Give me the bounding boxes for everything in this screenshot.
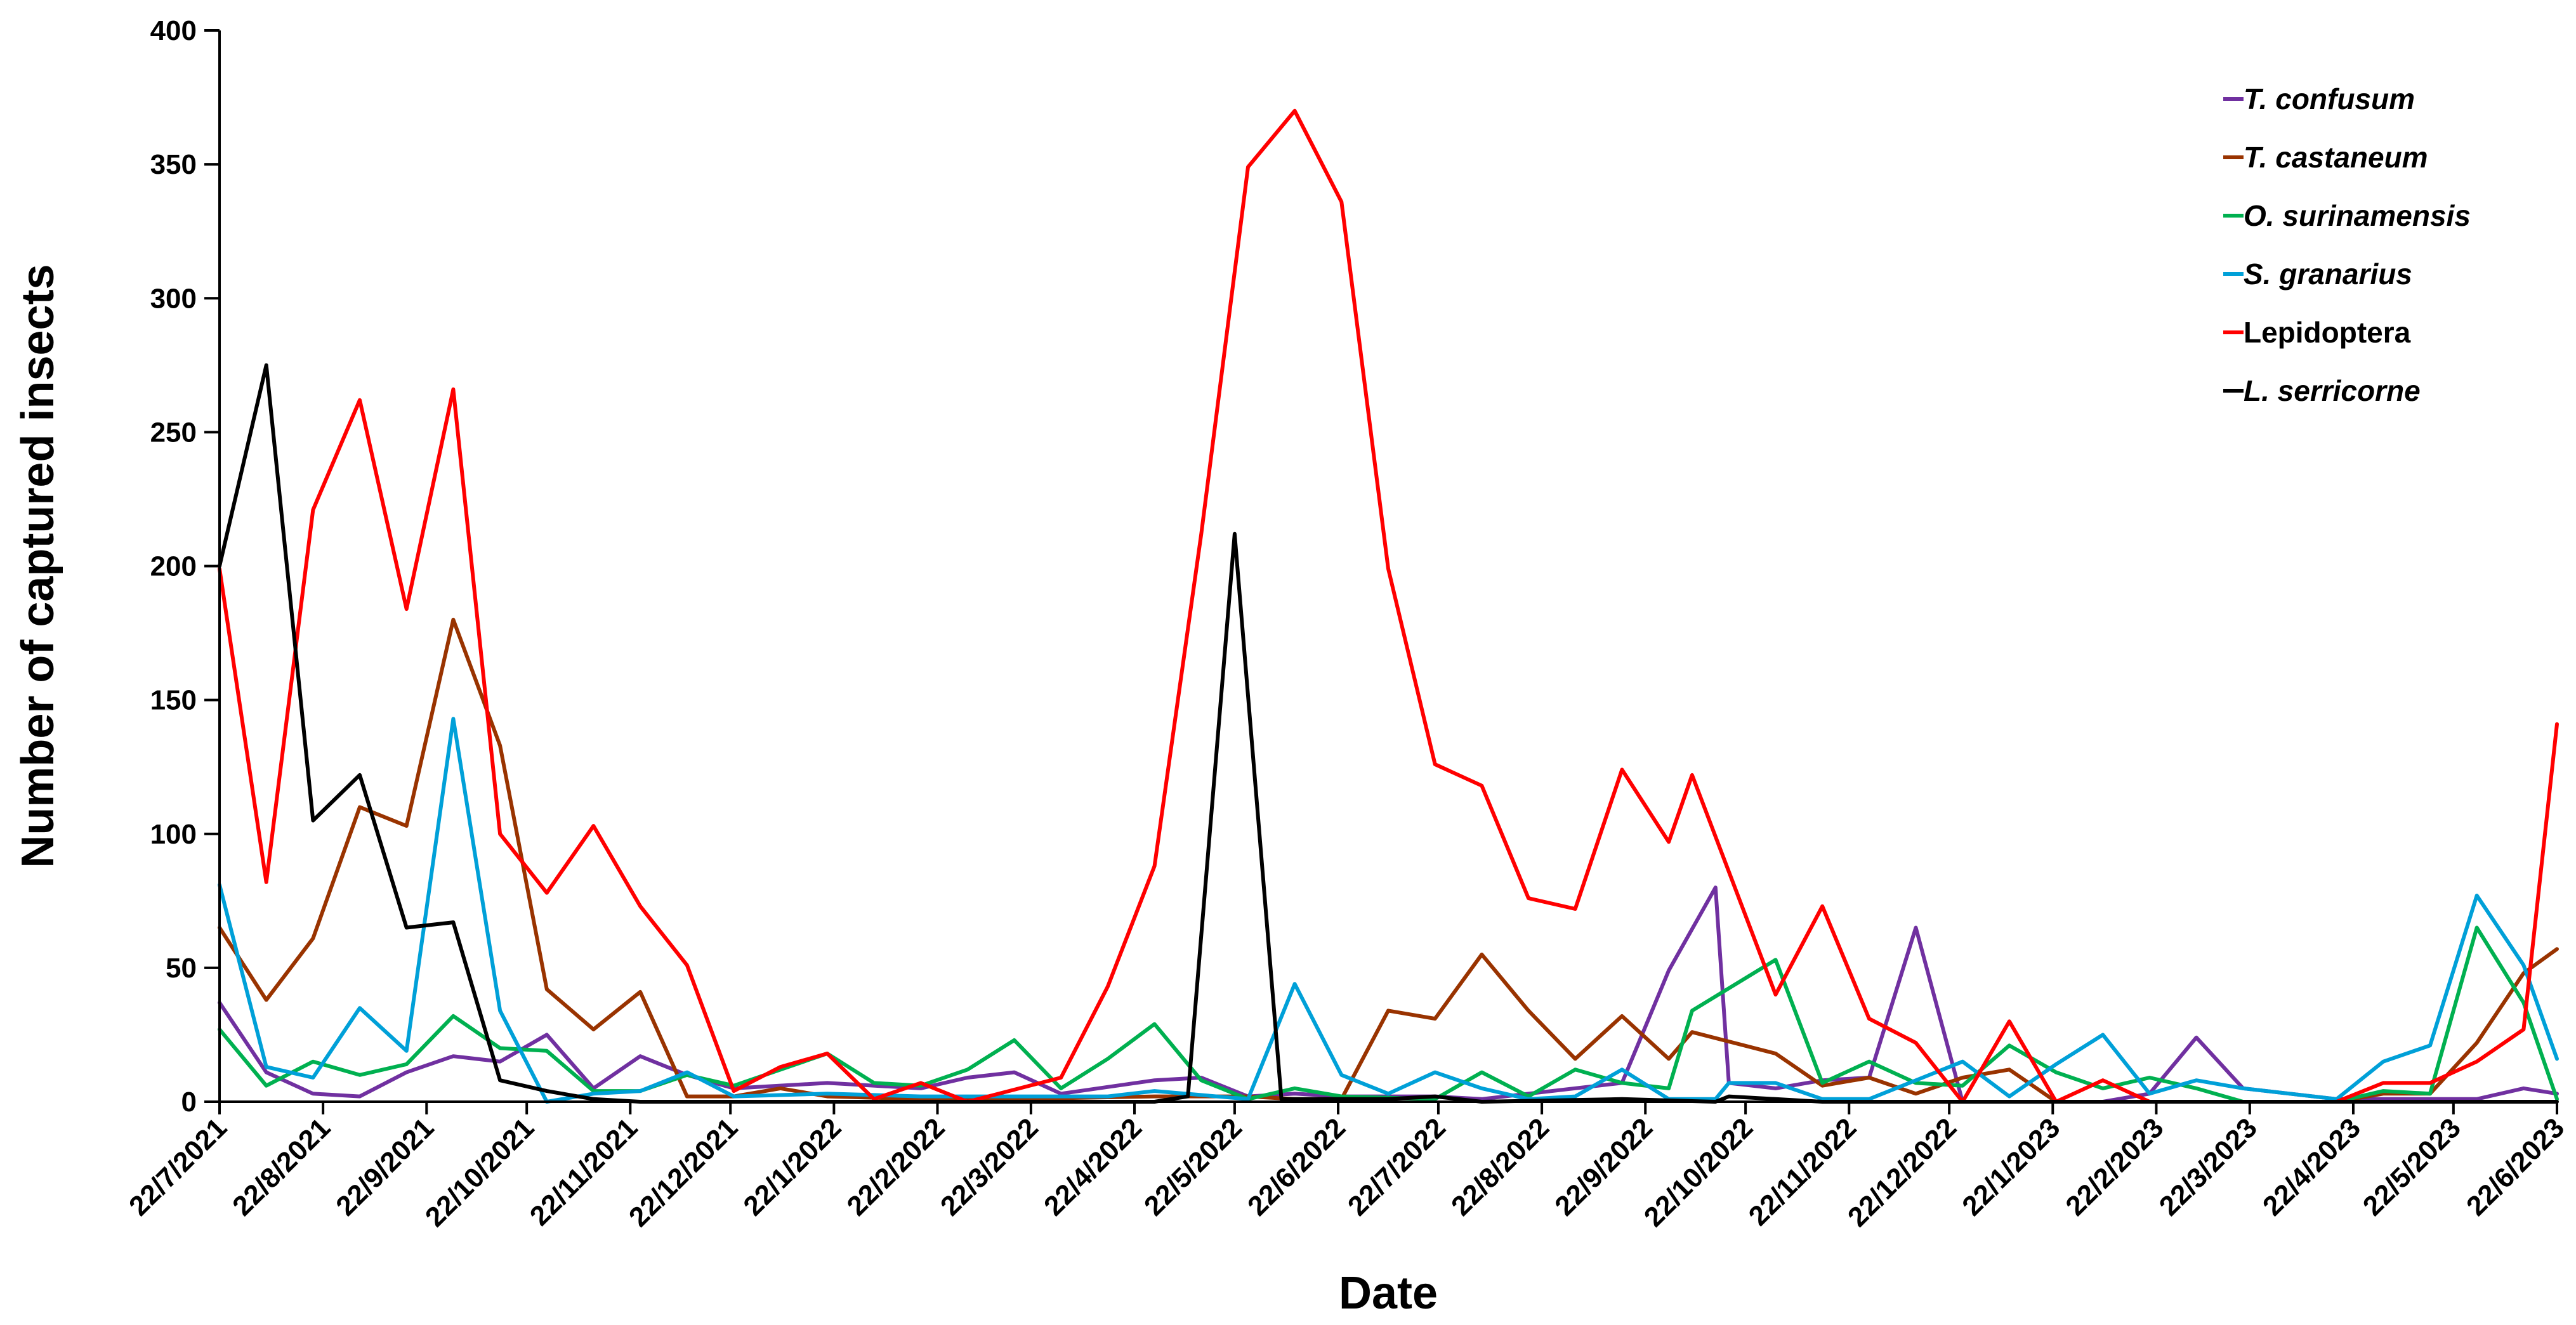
- y-tick-label: 0: [181, 1087, 197, 1118]
- legend-label-o-surinamensis: O. surinamensis: [2244, 199, 2471, 232]
- y-tick-label: 350: [150, 149, 197, 180]
- y-tick-label: 50: [166, 953, 197, 984]
- y-tick-label: 100: [150, 819, 197, 850]
- legend-label-t-confusum: T. confusum: [2244, 82, 2415, 115]
- y-tick-label: 300: [150, 283, 197, 314]
- legend-label-t-castaneum: T. castaneum: [2244, 141, 2428, 174]
- y-tick-labels: 0 50 100 150 200 250 300 350 400: [150, 15, 197, 1118]
- legend: T. confusum T. castaneum O. surinamensis S.…: [2223, 82, 2471, 407]
- y-tick-label: 250: [150, 417, 197, 448]
- y-tick-label: 150: [150, 685, 197, 716]
- y-tick-label: 200: [150, 551, 197, 582]
- legend-label-s-granarius: S. granarius: [2244, 258, 2412, 290]
- x-axis-title: Date: [1339, 1268, 1438, 1319]
- legend-label-lepidoptera: Lepidoptera: [2244, 316, 2411, 349]
- y-tick-label: 400: [150, 15, 197, 46]
- series-line-lepidoptera: [218, 108, 2559, 1104]
- series-line-s-granarius: [218, 717, 2559, 1104]
- y-axis-title: Number of captured insects: [13, 264, 63, 868]
- legend-label-l-serricorne: L. serricorne: [2244, 374, 2421, 407]
- axes-layer: [204, 29, 2558, 1114]
